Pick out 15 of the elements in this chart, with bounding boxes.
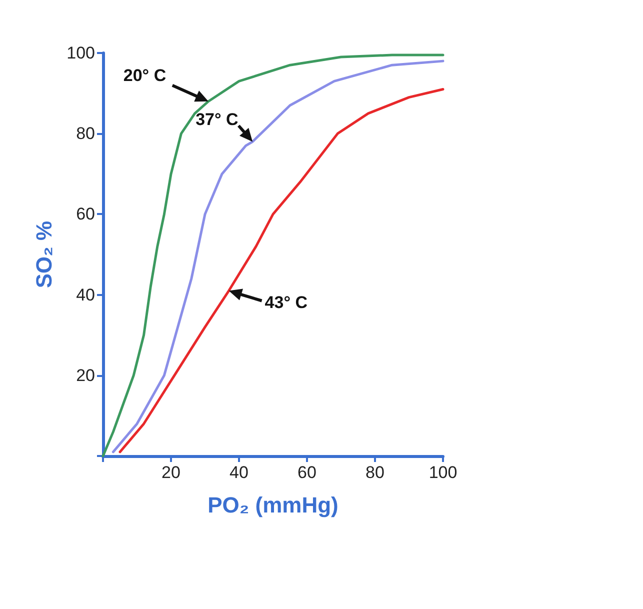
annotation: 37° C: [196, 110, 238, 130]
y-tick-label: 80: [76, 124, 95, 144]
x-axis-title: PO₂ (mmHg): [208, 492, 338, 518]
x-tick-label: 60: [298, 463, 316, 482]
y-axis-title: SO₂ %: [32, 220, 56, 288]
y-tick-label: 40: [76, 285, 95, 304]
y-tick-label: 60: [76, 204, 95, 224]
x-tick-label: 20: [162, 463, 180, 482]
x-tick-label: 100: [428, 463, 458, 482]
y-tick-label: 100: [66, 44, 95, 62]
annotation: 43° C: [264, 292, 308, 313]
x-tick-label: 40: [230, 463, 248, 482]
y-tick-label: 20: [76, 366, 95, 385]
annotation: 20° C: [123, 66, 166, 86]
x-tick-label: 80: [366, 463, 384, 482]
